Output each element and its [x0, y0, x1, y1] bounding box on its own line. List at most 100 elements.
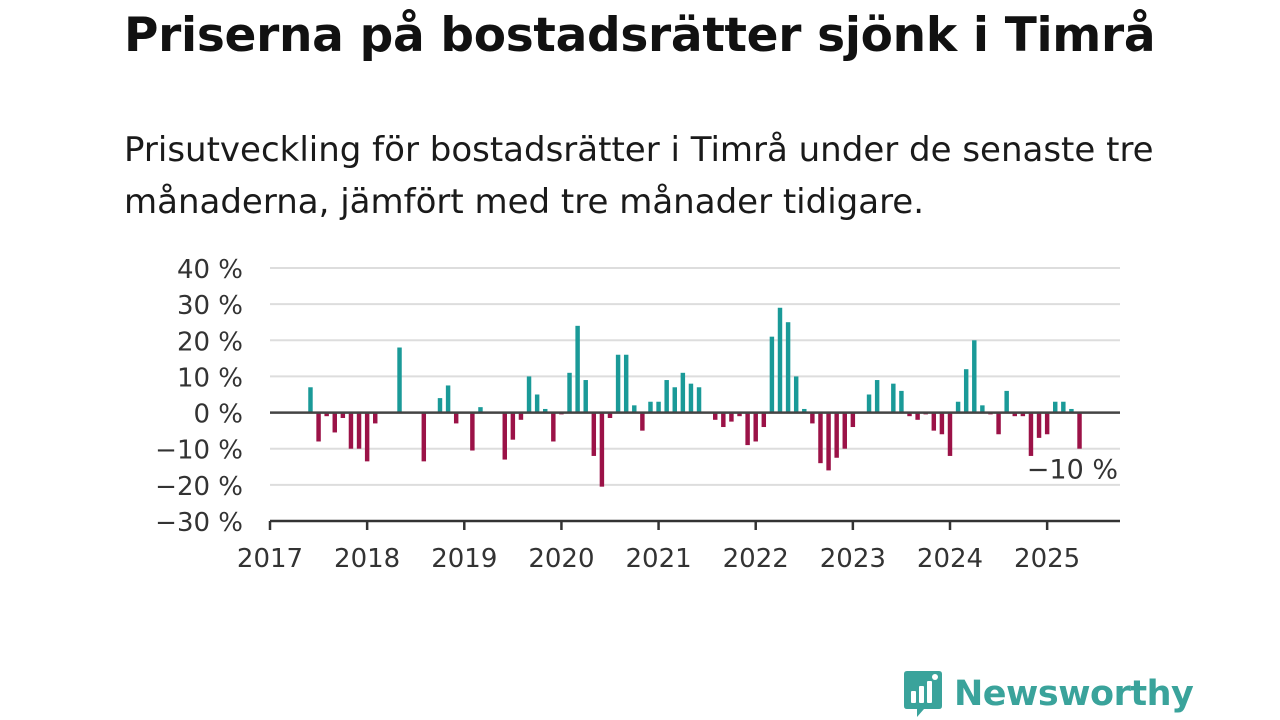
bar: [664, 380, 669, 413]
bar: [340, 412, 346, 418]
newsworthy-logo-icon: [904, 671, 942, 717]
bar: [356, 412, 362, 449]
bar: [1069, 408, 1074, 413]
bar: [324, 412, 329, 417]
chart-title: Priserna på bostadsrätter sjönk i Timrå: [124, 8, 1156, 63]
bar: [826, 412, 831, 471]
bar: [1036, 412, 1042, 438]
bar: [810, 412, 815, 424]
x-tick-label: 2024: [917, 544, 983, 574]
bar: [915, 412, 920, 420]
bar: [534, 394, 540, 413]
y-tick-label: 20 %: [177, 327, 243, 357]
y-tick-label: −20 %: [155, 472, 243, 502]
bar: [980, 405, 985, 413]
bar: [753, 412, 758, 442]
bar: [761, 412, 767, 428]
bar: [575, 325, 580, 413]
bar: [599, 412, 605, 487]
bar: [972, 340, 977, 413]
bar: [364, 412, 370, 462]
bar: [955, 401, 961, 413]
chart-subtitle: Prisutveckling för bostadsrätter i Timrå…: [124, 130, 1154, 222]
bar: [470, 412, 475, 451]
x-tick-label: 2020: [528, 544, 594, 574]
bar: [478, 407, 483, 413]
bar: [834, 412, 839, 458]
bar: [332, 412, 337, 433]
bar: [397, 347, 402, 413]
bar: [672, 387, 677, 413]
bar: [769, 336, 775, 413]
x-tick-label: 2019: [431, 544, 497, 574]
bar: [1012, 412, 1017, 417]
bar: [502, 412, 507, 460]
bar: [963, 369, 969, 413]
bar: [640, 412, 645, 431]
bar: [1053, 401, 1058, 413]
bar: [623, 354, 629, 413]
bar: [656, 401, 661, 413]
y-tick-label: −10 %: [155, 436, 243, 466]
y-tick-label: 0 %: [193, 400, 243, 430]
bar: [793, 376, 799, 413]
bar: [607, 412, 613, 418]
bar: [1028, 412, 1034, 456]
bar: [551, 412, 556, 442]
y-tick-label: 30 %: [177, 291, 243, 321]
bar: [316, 412, 321, 442]
bar: [421, 412, 427, 462]
y-tick-label: 40 %: [177, 255, 243, 285]
bar: [445, 385, 451, 413]
bar: [583, 380, 588, 413]
y-tick-label: 10 %: [177, 363, 243, 393]
bar: [567, 372, 572, 413]
bar: [802, 408, 807, 413]
brand-name: Newsworthy: [954, 674, 1194, 714]
bar: [373, 412, 378, 424]
bar: [721, 412, 726, 428]
bar: [526, 376, 532, 413]
bar: [632, 405, 637, 413]
bar: [729, 412, 734, 422]
bar: [648, 401, 653, 413]
bar: [1004, 390, 1009, 413]
x-tick-label: 2025: [1014, 544, 1080, 574]
bar: [907, 412, 912, 417]
bar: [680, 372, 686, 413]
bar: [996, 412, 1001, 435]
x-tick-label: 2022: [723, 544, 789, 574]
bar: [713, 412, 718, 420]
bar: [615, 354, 621, 413]
last-value-annotation: −10 %: [1027, 455, 1118, 486]
bar: [453, 412, 459, 424]
bar: [1044, 412, 1050, 435]
bar: [1077, 412, 1082, 449]
bar: [874, 380, 880, 413]
bar: [947, 412, 953, 456]
x-tick-label: 2018: [334, 544, 400, 574]
y-tick-label: −30 %: [155, 508, 243, 538]
x-tick-label: 2017: [237, 544, 303, 574]
bar: [437, 398, 443, 413]
x-tick-label: 2021: [625, 544, 691, 574]
bar: [899, 390, 904, 413]
bar: [939, 412, 945, 435]
bar: [866, 394, 872, 413]
bar: [818, 412, 823, 464]
bar: [785, 322, 791, 413]
bar: [543, 408, 548, 413]
bar: [777, 307, 783, 413]
bar: [1020, 412, 1026, 417]
bar: [518, 412, 524, 420]
bar-chart: 40 % 30 % 20 % 10 % 0 % −10 % −20 % −30 % 2017 20…: [155, 255, 1120, 574]
bar: [850, 412, 856, 428]
bar: [737, 412, 742, 417]
bar: [745, 412, 750, 446]
bar: [931, 412, 937, 431]
bar: [1061, 401, 1066, 413]
bar: [688, 383, 694, 413]
x-tick-label: 2023: [820, 544, 886, 574]
bar: [308, 387, 313, 413]
bar: [348, 412, 354, 449]
